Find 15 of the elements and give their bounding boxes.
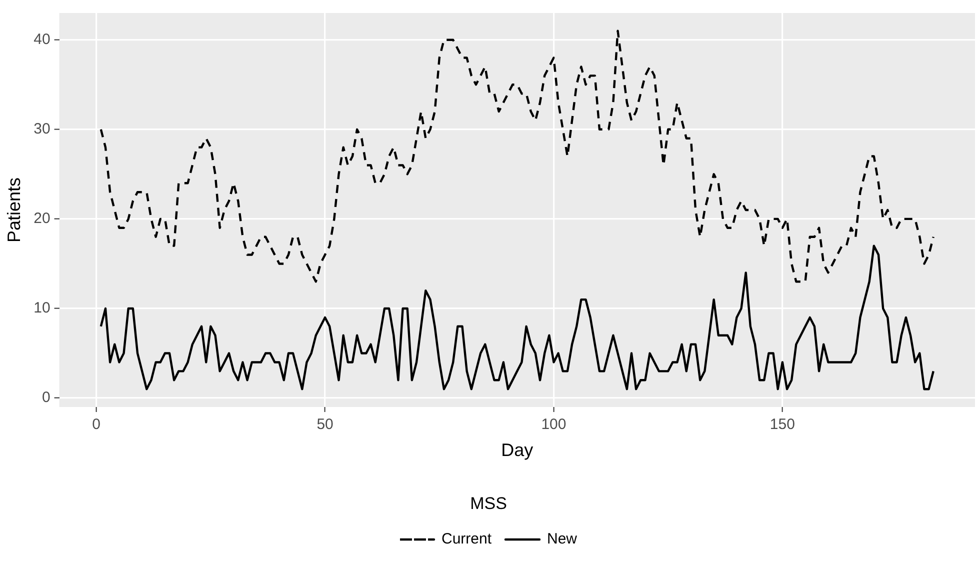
legend-label: New bbox=[547, 530, 578, 548]
x-tick-label: 150 bbox=[770, 416, 795, 434]
line-series bbox=[100, 30, 934, 283]
legend-label: Current bbox=[441, 530, 492, 548]
y-axis-title: Patients bbox=[4, 177, 24, 243]
y-tick-label: 40 bbox=[34, 31, 50, 48]
x-tick-label: 100 bbox=[541, 416, 566, 434]
x-tick-label: 0 bbox=[92, 416, 101, 434]
y-tick-label: 0 bbox=[42, 389, 50, 406]
legend-title: MSS bbox=[470, 494, 507, 513]
y-tick-label: 20 bbox=[34, 210, 50, 228]
x-axis-title: Day bbox=[501, 440, 534, 460]
x-tick-label: 50 bbox=[316, 416, 334, 434]
y-tick-label: 10 bbox=[34, 300, 50, 317]
y-tick-label: 30 bbox=[34, 120, 50, 138]
